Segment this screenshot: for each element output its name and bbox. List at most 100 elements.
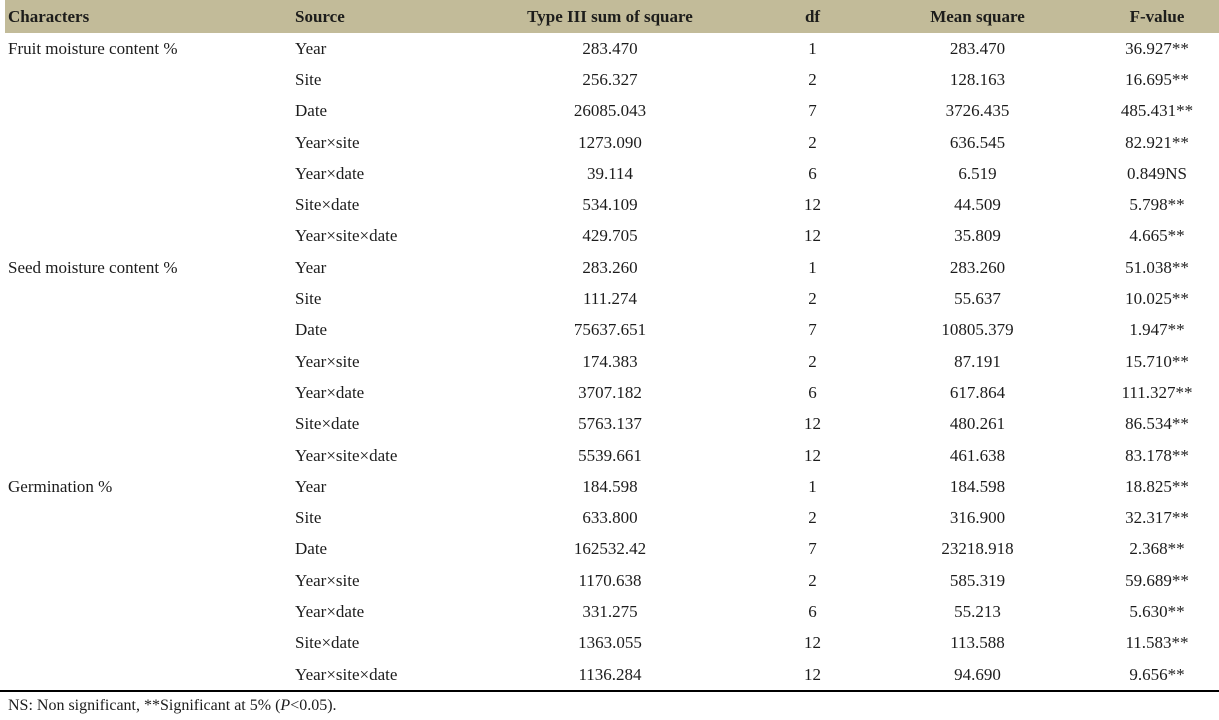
table-row: Year×site 1170.638 2 585.319 59.689** <box>0 565 1219 596</box>
f-value-cell: 83.178** <box>1125 445 1189 465</box>
table-row: Site×date 1363.055 12 113.588 11.583** <box>0 628 1219 659</box>
col-header-mean-square: Mean square <box>860 0 1095 33</box>
anova-table: Characters Source Type III sum of square… <box>0 0 1219 693</box>
sum-of-square-cell: 283.260 <box>582 257 638 277</box>
table-row: Seed moisture content % Year 283.260 1 2… <box>0 252 1219 283</box>
mean-square-cell: 23218.918 <box>941 539 1014 559</box>
col-header-source: Source <box>287 0 455 33</box>
sum-of-square-cell: 1170.638 <box>578 570 642 590</box>
table-row: Site 111.274 2 55.637 10.025** <box>0 283 1219 314</box>
table-row: Site×date 5763.137 12 480.261 86.534** <box>0 409 1219 440</box>
character-cell <box>0 596 287 627</box>
mean-square-cell: 480.261 <box>949 414 1006 434</box>
sum-of-square-cell: 1273.090 <box>578 132 642 152</box>
footnote-prefix: NS: Non significant, **Significant at 5%… <box>8 697 281 715</box>
f-value-cell: 10.025** <box>1125 289 1189 309</box>
character-cell <box>0 64 287 95</box>
mean-square-cell: 44.509 <box>954 195 1001 215</box>
f-value-cell: 1.947** <box>1129 320 1185 340</box>
f-value-cell: 5.630** <box>1129 601 1185 621</box>
sum-of-square-cell: 174.383 <box>582 351 638 371</box>
df-cell: 6 <box>808 163 817 183</box>
table-row: Year×site 174.383 2 87.191 15.710** <box>0 346 1219 377</box>
source-cell: Site <box>295 289 322 309</box>
f-value-cell: 86.534** <box>1125 414 1189 434</box>
df-cell: 12 <box>804 664 821 684</box>
f-value-cell: 16.695** <box>1125 69 1189 89</box>
df-cell: 1 <box>808 257 817 277</box>
mean-square-cell: 316.900 <box>949 508 1006 528</box>
character-cell <box>0 315 287 346</box>
df-cell: 1 <box>808 476 817 496</box>
df-cell: 12 <box>804 633 821 653</box>
mean-square-cell: 113.588 <box>950 633 1005 653</box>
sum-of-square-cell: 75637.651 <box>573 320 647 340</box>
mean-square-cell: 283.470 <box>949 38 1006 58</box>
source-cell: Year×date <box>295 601 365 621</box>
df-cell: 2 <box>808 289 817 309</box>
f-value-cell: 82.921** <box>1125 132 1189 152</box>
table-row: Site×date 534.109 12 44.509 5.798** <box>0 189 1219 220</box>
header-row: Characters Source Type III sum of square… <box>0 0 1219 33</box>
table-row: Year×date 331.275 6 55.213 5.630** <box>0 596 1219 627</box>
col-header-df: df <box>765 0 860 33</box>
sum-of-square-cell: 3707.182 <box>578 382 642 402</box>
source-cell: Year×site×date <box>295 226 398 246</box>
f-value-cell: 32.317** <box>1125 508 1189 528</box>
source-cell: Site <box>295 69 322 89</box>
table-row: Year×site×date 1136.284 12 94.690 9.656*… <box>0 659 1219 691</box>
sum-of-square-cell: 39.114 <box>586 163 634 183</box>
sum-of-square-cell: 256.327 <box>582 69 638 89</box>
f-value-cell: 15.710** <box>1125 351 1189 371</box>
df-cell: 6 <box>808 382 817 402</box>
source-cell: Site×date <box>295 414 360 434</box>
df-cell: 7 <box>808 539 817 559</box>
table-body: Fruit moisture content % Year 283.470 1 … <box>0 33 1219 691</box>
f-value-cell: 485.431** <box>1120 101 1194 121</box>
character-cell <box>0 346 287 377</box>
character-cell <box>0 440 287 471</box>
source-cell: Year×date <box>295 382 365 402</box>
character-cell <box>0 96 287 127</box>
f-value-cell: 9.656** <box>1129 664 1185 684</box>
character-cell <box>0 409 287 440</box>
mean-square-cell: 6.519 <box>958 163 997 183</box>
character-cell <box>0 189 287 220</box>
col-header-sum-of-square: Type III sum of square <box>455 0 765 33</box>
f-value-cell: 2.368** <box>1129 539 1185 559</box>
df-cell: 2 <box>808 351 817 371</box>
mean-square-cell: 10805.379 <box>941 320 1014 340</box>
character-cell <box>0 283 287 314</box>
character-cell <box>0 565 287 596</box>
sum-of-square-cell: 184.598 <box>582 476 638 496</box>
table-row: Year×site×date 429.705 12 35.809 4.665** <box>0 221 1219 252</box>
table-row: Date 75637.651 7 10805.379 1.947** <box>0 315 1219 346</box>
df-cell: 2 <box>808 69 817 89</box>
sum-of-square-cell: 331.275 <box>582 601 638 621</box>
f-value-cell: 111.327** <box>1121 382 1193 402</box>
character-cell: Fruit moisture content % <box>8 38 178 58</box>
table-row: Germination % Year 184.598 1 184.598 18.… <box>0 471 1219 502</box>
f-value-cell: 36.927** <box>1125 38 1189 58</box>
source-cell: Year×date <box>295 163 365 183</box>
character-cell: Seed moisture content % <box>8 257 178 277</box>
mean-square-cell: 94.690 <box>954 664 1001 684</box>
source-cell: Site×date <box>295 195 360 215</box>
sum-of-square-cell: 534.109 <box>582 195 638 215</box>
table-row: Year×site×date 5539.661 12 461.638 83.17… <box>0 440 1219 471</box>
sum-of-square-cell: 1136.284 <box>578 664 642 684</box>
character-cell: Germination % <box>8 476 113 496</box>
f-value-cell: 51.038** <box>1125 257 1189 277</box>
source-cell: Year×site <box>295 570 360 590</box>
table-row: Date 26085.043 7 3726.435 485.431** <box>0 96 1219 127</box>
table-header: Characters Source Type III sum of square… <box>0 0 1219 33</box>
f-value-cell: 0.849NS <box>1127 163 1187 183</box>
sum-of-square-cell: 5539.661 <box>578 445 642 465</box>
df-cell: 12 <box>804 226 821 246</box>
character-cell <box>0 659 287 691</box>
mean-square-cell: 3726.435 <box>945 101 1010 121</box>
df-cell: 7 <box>808 101 817 121</box>
table-row: Site 633.800 2 316.900 32.317** <box>0 502 1219 533</box>
character-cell <box>0 502 287 533</box>
mean-square-cell: 35.809 <box>954 226 1001 246</box>
